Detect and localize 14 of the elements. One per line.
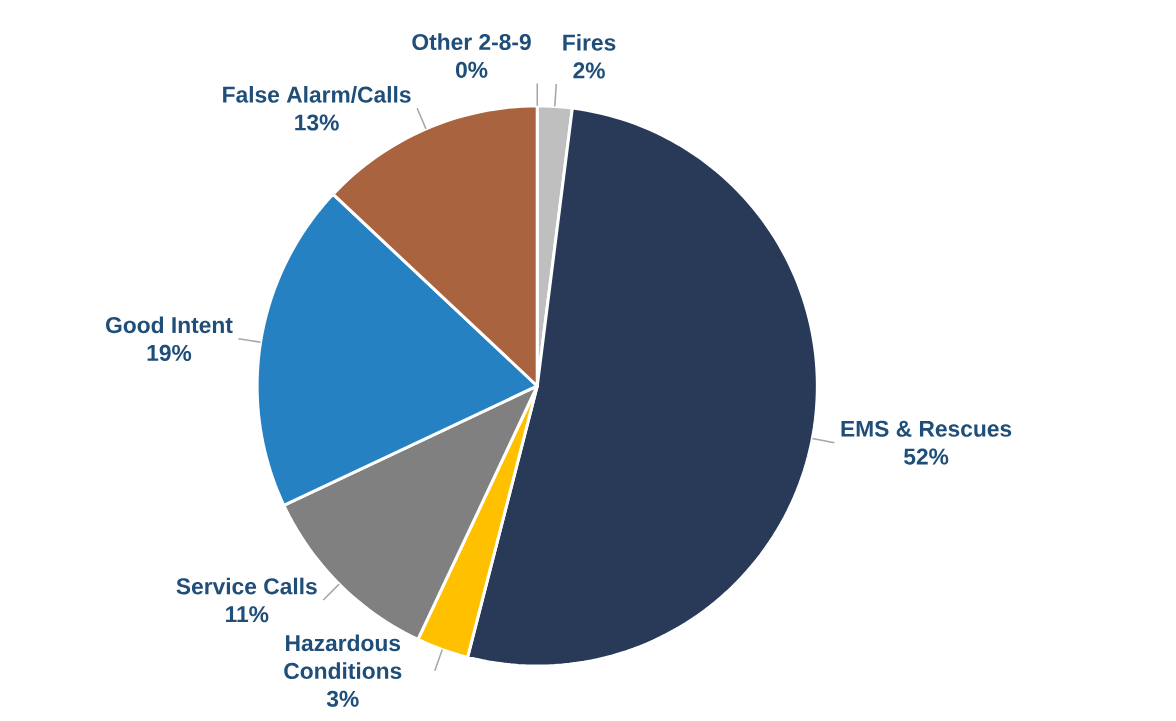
data-label: 52%	[904, 448, 949, 465]
data-label: 3%	[326, 690, 359, 707]
slice-label: Hazardous Conditions	[284, 634, 402, 680]
data-label: 13%	[295, 114, 339, 131]
data-label: 2%	[573, 62, 605, 79]
data-label: 19%	[147, 344, 192, 362]
category-label: Other 2-8-9	[412, 33, 531, 51]
slice-label: Service Calls	[176, 577, 317, 595]
slice-label: Fires	[563, 34, 616, 51]
slice-label: False Alarm/Calls	[223, 86, 411, 104]
text: 0%	[455, 61, 488, 78]
slice-label: EMS & Rescues	[841, 420, 1012, 437]
slice-label: Good Intent	[106, 316, 233, 334]
data-label: 11%	[226, 606, 269, 623]
